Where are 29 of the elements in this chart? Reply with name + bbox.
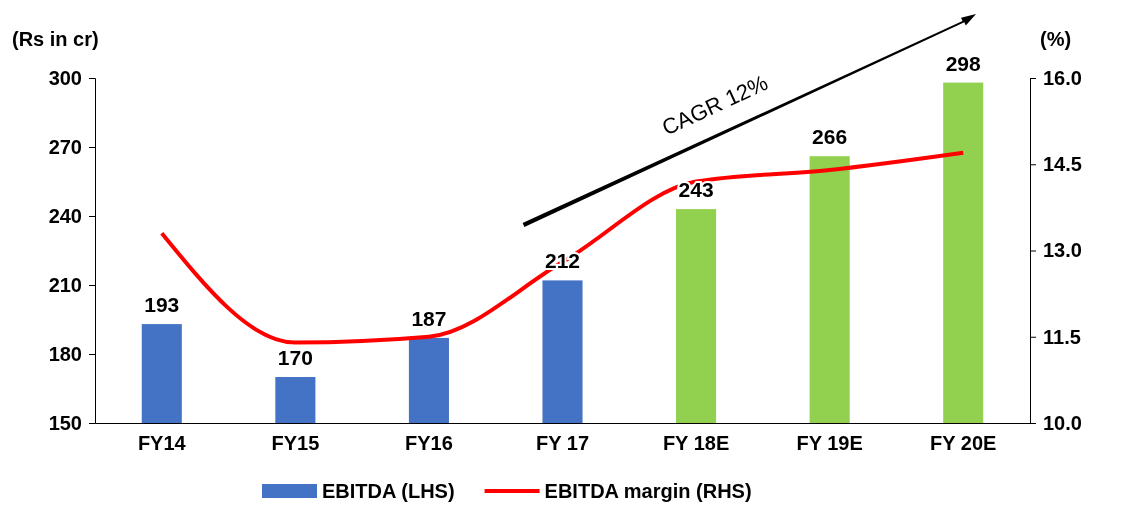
data-label: 298 — [945, 51, 982, 75]
y2-tick-label: 14.5 — [1043, 153, 1082, 176]
y2-tick-label: 10.0 — [1043, 411, 1082, 434]
x-tick-label: FY14 — [137, 432, 187, 454]
y-tick-label: 210 — [48, 273, 82, 296]
x-tick-label: FY15 — [271, 432, 320, 454]
y2-tick-label: 11.5 — [1043, 325, 1081, 348]
data-label: 193 — [144, 293, 180, 317]
legend-label: EBITDA (LHS) — [322, 480, 455, 502]
x-tick-label: FY 20E — [930, 432, 997, 454]
legend-label: EBITDA margin (RHS) — [544, 480, 752, 502]
data-label: 187 — [411, 306, 447, 330]
y2-axis-title: (%) — [1040, 28, 1072, 50]
y-tick-label: 180 — [48, 342, 82, 365]
y-tick-label: 300 — [48, 66, 82, 89]
data-label: 266 — [812, 125, 848, 149]
y-axis-title: (Rs in cr) — [12, 28, 99, 50]
y2-tick-label: 16.0 — [1043, 66, 1082, 89]
y2-tick-label: 13.0 — [1043, 239, 1082, 262]
y-tick-label: 270 — [48, 135, 82, 158]
data-label: 243 — [678, 178, 714, 202]
x-tick-label: FY 17 — [536, 432, 589, 454]
x-tick-label: FY 18E — [662, 432, 730, 454]
annotation: CAGR 12% — [658, 69, 772, 141]
y-tick-label: 240 — [48, 204, 82, 227]
x-tick-label: FY 19E — [796, 432, 863, 454]
data-label: 170 — [277, 346, 313, 369]
x-tick-label: FY16 — [405, 432, 453, 454]
y-tick-label: 150 — [48, 411, 82, 434]
